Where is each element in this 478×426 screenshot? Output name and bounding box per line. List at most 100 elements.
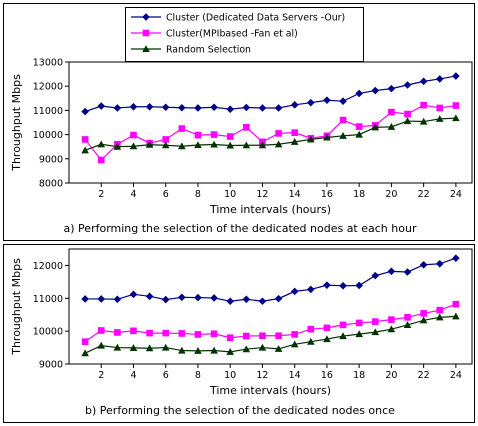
x-tick-label-b: 12 [256, 370, 268, 381]
data-point-a-0-7 [178, 103, 186, 112]
data-point-a-0-20 [387, 84, 396, 93]
data-point-b-2-9 [210, 346, 218, 354]
data-point-a-0-6 [161, 103, 170, 112]
data-point-b-2-24 [452, 312, 460, 320]
data-point-a-2-3 [113, 142, 122, 150]
data-point-a-0-21 [403, 81, 412, 89]
data-point-a-0-12 [258, 104, 267, 112]
legend-label-0: Cluster (Dedicated Data Servers -Our) [166, 13, 345, 24]
y-tick-label-a: 13000 [33, 58, 63, 69]
data-point-a-1-11 [243, 124, 250, 131]
data-point-b-2-22 [419, 316, 428, 324]
data-point-a-2-7 [178, 142, 186, 150]
data-point-b-1-5 [146, 329, 153, 337]
data-point-a-1-10 [226, 133, 234, 140]
data-point-b-1-11 [243, 332, 250, 340]
data-point-b-1-6 [162, 329, 170, 337]
y-tick-label-b: 9000 [39, 360, 63, 371]
y-tick-label-a: 9000 [39, 154, 63, 165]
data-point-b-1-17 [339, 321, 347, 329]
data-point-b-0-17 [339, 282, 347, 290]
data-point-a-2-9 [210, 140, 218, 148]
data-point-b-2-16 [323, 335, 331, 343]
data-point-b-1-19 [371, 318, 379, 325]
plot-area-a [68, 61, 473, 184]
data-point-b-1-1 [81, 338, 89, 345]
data-point-b-1-20 [388, 316, 395, 323]
data-point-a-2-10 [226, 141, 234, 149]
data-point-b-2-1 [81, 349, 89, 357]
x-tick-label-a: 6 [163, 189, 169, 200]
data-point-a-0-24 [452, 72, 460, 80]
x-tick-label-a: 20 [385, 189, 397, 200]
legend-marker-0 [142, 13, 150, 21]
caption-b: b) Performing the selection of the dedic… [85, 404, 395, 417]
x-tick-label-a: 14 [289, 189, 301, 200]
data-point-b-1-12 [259, 332, 266, 340]
data-point-a-2-13 [274, 140, 283, 148]
legend-label-1: Cluster(MPIbased -Fan et al) [166, 29, 298, 40]
data-point-b-1-9 [210, 330, 218, 338]
data-point-b-1-16 [323, 324, 331, 332]
data-point-a-0-1 [81, 107, 89, 116]
data-point-a-2-1 [81, 146, 89, 154]
data-point-a-1-8 [194, 131, 202, 139]
data-point-a-0-9 [210, 103, 218, 112]
data-point-b-0-24 [452, 254, 460, 262]
x-tick-label-a: 22 [418, 189, 430, 200]
data-point-b-1-10 [226, 334, 234, 342]
data-point-b-2-5 [145, 344, 154, 352]
data-point-a-2-5 [145, 140, 154, 148]
data-point-b-2-6 [161, 343, 170, 351]
data-point-b-2-13 [274, 345, 283, 352]
data-point-a-0-2 [97, 102, 106, 110]
data-point-a-0-11 [242, 103, 251, 112]
data-point-a-0-15 [307, 98, 315, 107]
data-point-b-0-4 [129, 290, 138, 299]
series-line-b-2 [84, 315, 456, 354]
data-point-a-2-23 [435, 115, 444, 122]
data-point-a-2-6 [161, 141, 170, 149]
data-point-b-0-1 [81, 295, 89, 303]
series-line-a-2 [84, 117, 456, 151]
data-point-b-0-2 [97, 295, 106, 303]
data-point-a-0-22 [419, 77, 428, 86]
data-point-a-1-23 [436, 104, 444, 112]
data-point-b-0-9 [210, 294, 218, 302]
x-tick-label-b: 14 [289, 370, 301, 381]
data-point-b-2-8 [194, 347, 202, 354]
data-point-a-0-19 [371, 86, 380, 95]
plot-area-b [68, 248, 473, 365]
data-point-b-1-7 [178, 330, 186, 337]
data-point-b-2-19 [371, 328, 380, 336]
data-point-b-2-23 [435, 313, 444, 321]
data-point-a-2-8 [194, 141, 202, 149]
data-point-a-1-13 [275, 130, 282, 137]
data-point-b-2-11 [242, 345, 251, 353]
data-point-b-0-6 [161, 295, 170, 304]
data-point-a-1-9 [210, 131, 218, 138]
data-point-a-2-15 [307, 135, 315, 143]
legend-label-2: Random Selection [166, 45, 251, 56]
data-point-b-0-7 [178, 293, 186, 302]
x-tick-label-b: 6 [163, 370, 169, 381]
panel-b-frame [3, 244, 475, 423]
series-line-a-1 [84, 104, 456, 161]
data-point-a-2-21 [403, 117, 412, 125]
data-point-b-1-21 [404, 314, 411, 321]
data-point-b-0-19 [371, 271, 380, 280]
series-line-b-1 [84, 303, 457, 343]
data-point-a-2-19 [371, 123, 380, 131]
data-point-b-2-2 [97, 341, 106, 349]
y-tick-label-a: 10000 [33, 130, 63, 141]
data-point-a-2-24 [452, 114, 460, 122]
data-point-a-1-20 [388, 108, 395, 116]
data-point-b-1-2 [97, 327, 105, 334]
data-point-b-0-18 [355, 281, 363, 290]
data-point-b-2-18 [355, 330, 363, 338]
data-point-a-1-1 [81, 136, 89, 143]
data-point-a-1-17 [339, 116, 347, 124]
data-point-a-0-4 [129, 102, 138, 111]
legend: Cluster (Dedicated Data Servers -Our) Clu… [125, 7, 364, 62]
data-point-a-0-13 [274, 104, 283, 112]
